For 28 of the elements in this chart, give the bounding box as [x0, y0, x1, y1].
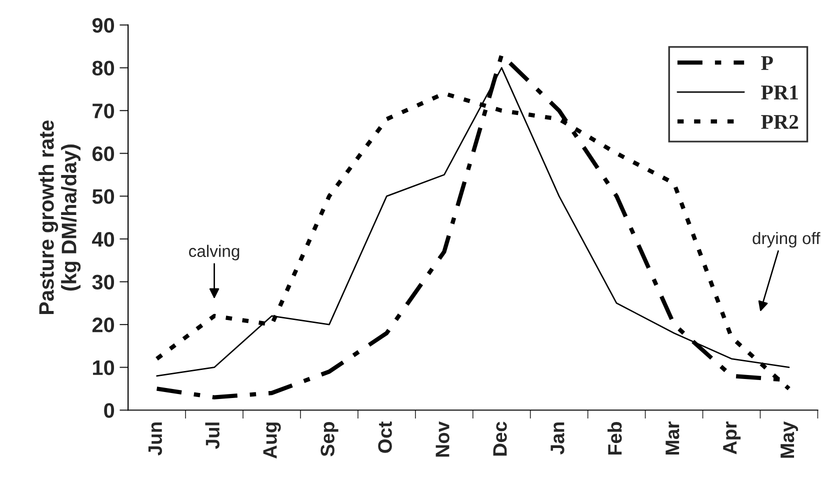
x-tick-label: Dec: [493, 422, 507, 456]
x-tick-label: Mar: [666, 422, 680, 455]
y-tick-label: 90: [92, 18, 114, 33]
y-tick-label: 80: [92, 60, 114, 76]
x-tick-label: Aug: [263, 422, 281, 459]
x-tick-label: Feb: [608, 422, 622, 455]
y-tick-label: 0: [104, 403, 114, 418]
y-tick-label: 60: [92, 146, 114, 162]
x-tick-label: Jul: [205, 422, 220, 450]
y-tick-label: 50: [92, 189, 114, 204]
x-tick-label: Oct: [378, 421, 392, 453]
legend-label: PR2: [761, 114, 798, 129]
x-tick-label: Apr: [723, 422, 741, 454]
x-tick-label: Jun: [148, 422, 162, 456]
y-tick-label: 10: [93, 360, 114, 376]
y-axis-title: Pasture growth rate (kg DM/ha/day): [38, 120, 81, 314]
annotation: drying off: [752, 232, 820, 248]
annotation: calving: [189, 244, 240, 260]
x-tick-label: Nov: [436, 421, 450, 457]
y-tick-label: 40: [92, 232, 114, 247]
x-tick-label: Jan: [550, 422, 564, 454]
legend-label: PR1: [761, 86, 798, 100]
x-tick-label: May: [780, 421, 798, 458]
x-tick-label: Sep: [320, 422, 338, 456]
legend-label: P: [761, 56, 773, 70]
y-tick-label: 30: [92, 274, 114, 290]
y-tick-label: 20: [92, 318, 114, 332]
y-tick-label: 70: [92, 104, 114, 118]
